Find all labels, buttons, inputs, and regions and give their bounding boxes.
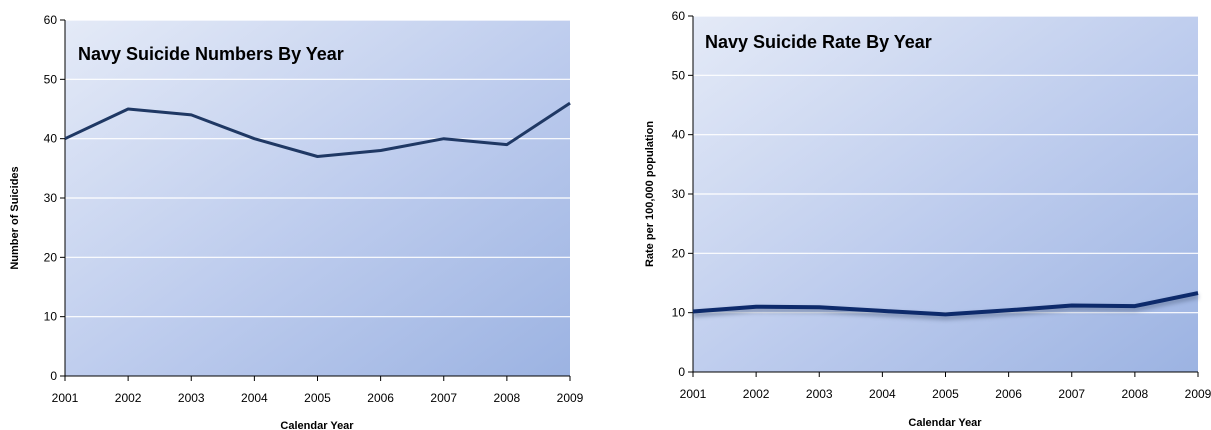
series-shadow — [692, 293, 1199, 320]
y-tick-label: 40 — [44, 132, 58, 146]
x-tick-label: 2007 — [1058, 387, 1085, 401]
y-tick-label: 40 — [672, 128, 686, 142]
y-tick-label: 0 — [50, 369, 57, 383]
x-tick-label: 2002 — [115, 391, 142, 405]
x-axis-label: Calendar Year — [908, 417, 982, 429]
chart-right: 0 10 20 30 40 50 60 2001 2002 2003 2004 2005 2006 20… — [644, 9, 1211, 429]
x-tick-label: 2009 — [1185, 387, 1211, 401]
chart-left: 0 10 20 30 40 50 60 2001 2002 2003 2004 2005 2006 20… — [9, 13, 584, 430]
x-tick-label: 2002 — [743, 387, 770, 401]
y-tick-label: 0 — [678, 365, 685, 379]
x-tick-label: 2004 — [241, 391, 268, 405]
chart-title: Navy Suicide Rate By Year — [705, 32, 932, 52]
y-tick-label: 30 — [44, 191, 58, 205]
chart-title: Navy Suicide Numbers By Year — [78, 44, 344, 64]
y-tick-label: 60 — [672, 9, 686, 23]
y-tick-label: 10 — [44, 310, 58, 324]
y-axis-label: Number of Suicides — [9, 166, 21, 269]
x-tick-label: 2003 — [806, 387, 833, 401]
y-tick-label: 50 — [672, 68, 686, 82]
x-tick-label: 2005 — [932, 387, 959, 401]
x-tick-label: 2001 — [680, 387, 707, 401]
x-tick-label: 2004 — [869, 387, 896, 401]
x-tick-label: 2006 — [367, 391, 394, 405]
x-tick-label: 2005 — [304, 391, 331, 405]
x-axis-label: Calendar Year — [280, 420, 354, 430]
y-tick-label: 50 — [44, 72, 58, 86]
x-tick-label: 2003 — [178, 391, 205, 405]
x-tick-label: 2001 — [52, 391, 79, 405]
x-tick-label: 2008 — [494, 391, 521, 405]
y-tick-label: 10 — [672, 306, 686, 320]
x-tick-label: 2007 — [430, 391, 457, 405]
y-tick-label: 20 — [672, 246, 686, 260]
y-axis-label: Rate per 100,000 population — [644, 121, 656, 267]
y-tick-label: 30 — [672, 187, 686, 201]
y-tick-label: 60 — [44, 13, 58, 27]
y-tick-label: 20 — [44, 250, 58, 264]
x-tick-label: 2006 — [995, 387, 1022, 401]
x-tick-label: 2008 — [1122, 387, 1149, 401]
x-tick-label: 2009 — [557, 391, 584, 405]
